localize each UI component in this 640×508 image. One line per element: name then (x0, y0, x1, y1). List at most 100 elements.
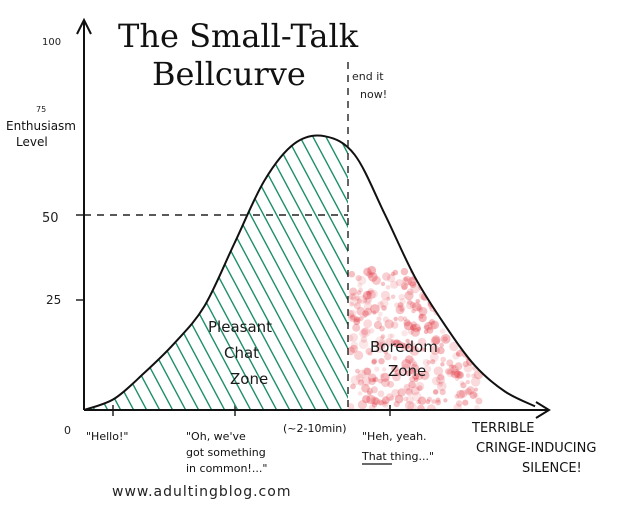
boredom-dot (350, 292, 360, 302)
boredom-dot (454, 370, 463, 379)
x-label-heh-line1: "Heh, yeah. (362, 430, 427, 443)
boredom-dot (449, 270, 457, 277)
boredom-dot (426, 327, 434, 334)
boredom-dot (381, 399, 387, 404)
boredom-dot (394, 302, 400, 308)
x-label-duration: (~2-10min) (283, 422, 347, 435)
pleasant-zone-label-line2: Chat (224, 344, 259, 362)
boredom-dot (470, 377, 481, 387)
boredom-dot (385, 393, 394, 401)
boredom-dot (470, 332, 479, 342)
boredom-dot (363, 267, 372, 276)
boredom-dot (384, 319, 394, 329)
boredom-dot (386, 274, 396, 283)
hatch-line (0, 120, 48, 420)
boredom-dot (366, 394, 376, 405)
boredom-dot (447, 369, 453, 375)
boredom-dot (445, 368, 452, 375)
boredom-dot (360, 336, 368, 343)
boredom-dot (442, 290, 451, 299)
boredom-dot (473, 311, 483, 322)
boredom-dot (373, 321, 383, 330)
boredom-dot (473, 369, 484, 380)
boredom-dot (392, 356, 398, 361)
boredom-dot (367, 265, 377, 275)
boredom-dot (389, 333, 395, 339)
boredom-dot (410, 284, 420, 294)
hatch-line (538, 120, 640, 420)
boredom-dot (474, 269, 484, 279)
boredom-dot (362, 313, 367, 319)
boredom-dot (407, 299, 413, 305)
boredom-dot (349, 333, 358, 342)
boredom-dot (466, 273, 475, 281)
boredom-dot (348, 293, 356, 300)
boredom-dot (452, 325, 457, 331)
hatch-line (84, 135, 179, 410)
boredom-dot (401, 330, 408, 337)
boredom-dot (395, 279, 403, 287)
boredom-dot (418, 307, 428, 316)
boredom-dot (378, 400, 384, 406)
boredom-dot (430, 336, 440, 346)
boredom-dot (350, 341, 359, 350)
boredom-dot (409, 281, 417, 288)
boredom-dot (364, 307, 373, 316)
boredom-dot (361, 383, 370, 393)
x-axis-arrow-icon (535, 401, 551, 419)
boredom-dot (371, 378, 376, 383)
boredom-dot (427, 321, 437, 330)
boredom-dot (416, 399, 422, 405)
boredom-dot (403, 396, 409, 402)
boredom-dot (397, 304, 406, 312)
boredom-dot (462, 285, 467, 291)
boredom-dot (392, 269, 399, 276)
boredom-dot (355, 275, 362, 282)
boredom-dot (427, 285, 437, 296)
boredom-dot (357, 391, 363, 396)
boredom-dot (470, 312, 478, 319)
boredom-dot (451, 299, 462, 309)
hatch-line (84, 135, 205, 410)
boredom-dot (440, 279, 446, 284)
boredom-dot (398, 293, 405, 301)
boredom-dot (463, 363, 473, 373)
boredom-dot (382, 272, 391, 281)
boredom-dot (349, 287, 358, 296)
boredom-dot (462, 315, 469, 321)
boredom-dot (368, 272, 378, 282)
boredom-dot (403, 319, 411, 327)
hatch-line (0, 120, 9, 420)
boredom-dot (378, 311, 383, 317)
boredom-dot (464, 388, 472, 396)
boredom-dot (459, 324, 466, 332)
hatch-line (551, 120, 640, 420)
boredom-dot (418, 313, 427, 323)
hatch-line (84, 135, 218, 410)
hatch-line (486, 120, 640, 420)
boredom-dot (415, 372, 424, 381)
hatch-line (147, 135, 309, 410)
boredom-dot (456, 371, 464, 379)
boredom-dot (409, 346, 420, 356)
boredom-dot (461, 324, 466, 330)
boredom-dot (348, 310, 355, 319)
boredom-dot (357, 282, 363, 288)
boredom-dot (405, 355, 414, 364)
boredom-dot (391, 321, 399, 329)
boredom-dot (380, 335, 385, 340)
boredom-dot (366, 271, 374, 279)
boredom-dot (401, 359, 412, 369)
boredom-dot (369, 289, 378, 299)
y-axis-label-line2: Level (16, 135, 48, 149)
x-label-common-line3: in common!..." (186, 462, 267, 475)
boredom-dot (357, 379, 364, 386)
boredom-dot (474, 339, 481, 346)
boredom-dot (451, 285, 458, 292)
boredom-dot (463, 347, 469, 352)
boredom-dot (349, 301, 355, 307)
boredom-dot (355, 317, 361, 323)
boredom-dot (456, 390, 465, 399)
boredom-dot (348, 309, 357, 318)
boredom-dot (462, 361, 469, 368)
